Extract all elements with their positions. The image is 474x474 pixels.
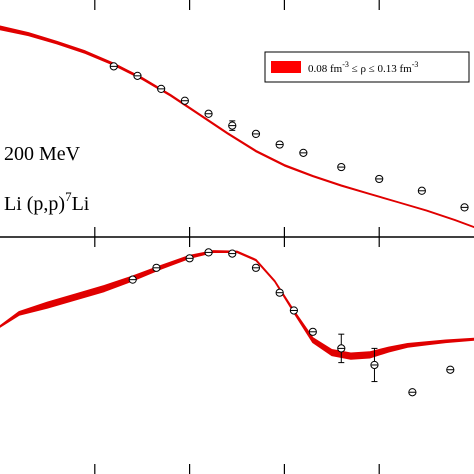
top-panel-ticks (94, 0, 380, 237)
bottom-data-point-5 (251, 263, 261, 272)
bottom-data-point-7 (289, 306, 298, 315)
legend-swatch (271, 61, 301, 73)
top-data-point-0 (109, 62, 118, 71)
bottom-data-point-10 (370, 347, 379, 383)
bottom-panel (0, 237, 474, 474)
bottom-model-band (0, 250, 474, 360)
top-data-point-11 (417, 186, 426, 195)
top-data-point-3 (180, 96, 189, 105)
annotation-energy: 200 MeV (4, 143, 81, 165)
top-panel: 200 MeV Li (p,p)7Li 0.08 fm-3 ≤ ρ ≤ 0.13… (0, 0, 474, 237)
top-data-point-5 (228, 120, 237, 131)
top-data-point-1 (133, 71, 142, 80)
top-data-point-9 (337, 162, 346, 172)
bottom-data-point-2 (185, 254, 194, 263)
annotation-reaction: Li (p,p)7Li (4, 189, 90, 215)
top-data-point-2 (157, 84, 166, 93)
legend-label: 0.08 fm-3 ≤ ρ ≤ 0.13 fm-3 (308, 60, 418, 75)
bottom-data-point-4 (228, 249, 237, 258)
top-data-point-6 (251, 129, 261, 139)
bottom-data-point-6 (275, 288, 284, 297)
top-data-point-12 (460, 203, 469, 212)
bottom-band-shape (0, 250, 474, 360)
top-data-points (109, 62, 469, 212)
bottom-data-point-11 (408, 388, 417, 397)
bottom-data-point-9 (337, 333, 346, 364)
bottom-data-point-8 (308, 327, 317, 336)
bottom-data-point-12 (446, 365, 455, 374)
top-data-point-4 (204, 109, 213, 118)
bottom-data-point-0 (128, 275, 137, 284)
top-band-shape (0, 25, 474, 229)
bottom-panel-ticks (94, 237, 380, 474)
legend-part-2: -3 (342, 60, 349, 69)
bottom-data-points (128, 248, 455, 397)
legend-part-1: 0.08 fm (308, 63, 343, 75)
legend: 0.08 fm-3 ≤ ρ ≤ 0.13 fm-3 (264, 51, 470, 83)
top-data-point-7 (275, 140, 284, 149)
bottom-data-point-1 (152, 263, 161, 272)
reaction-prefix: Li (p,p) (4, 193, 65, 215)
bottom-data-point-3 (204, 248, 213, 257)
top-data-point-10 (375, 174, 384, 184)
legend-part-4: -3 (412, 60, 419, 69)
reaction-superscript: 7 (65, 189, 72, 204)
top-data-point-8 (299, 148, 308, 157)
reaction-suffix: Li (72, 193, 90, 215)
legend-part-3: ≤ ρ ≤ 0.13 fm (349, 63, 412, 75)
top-model-band (0, 25, 474, 229)
